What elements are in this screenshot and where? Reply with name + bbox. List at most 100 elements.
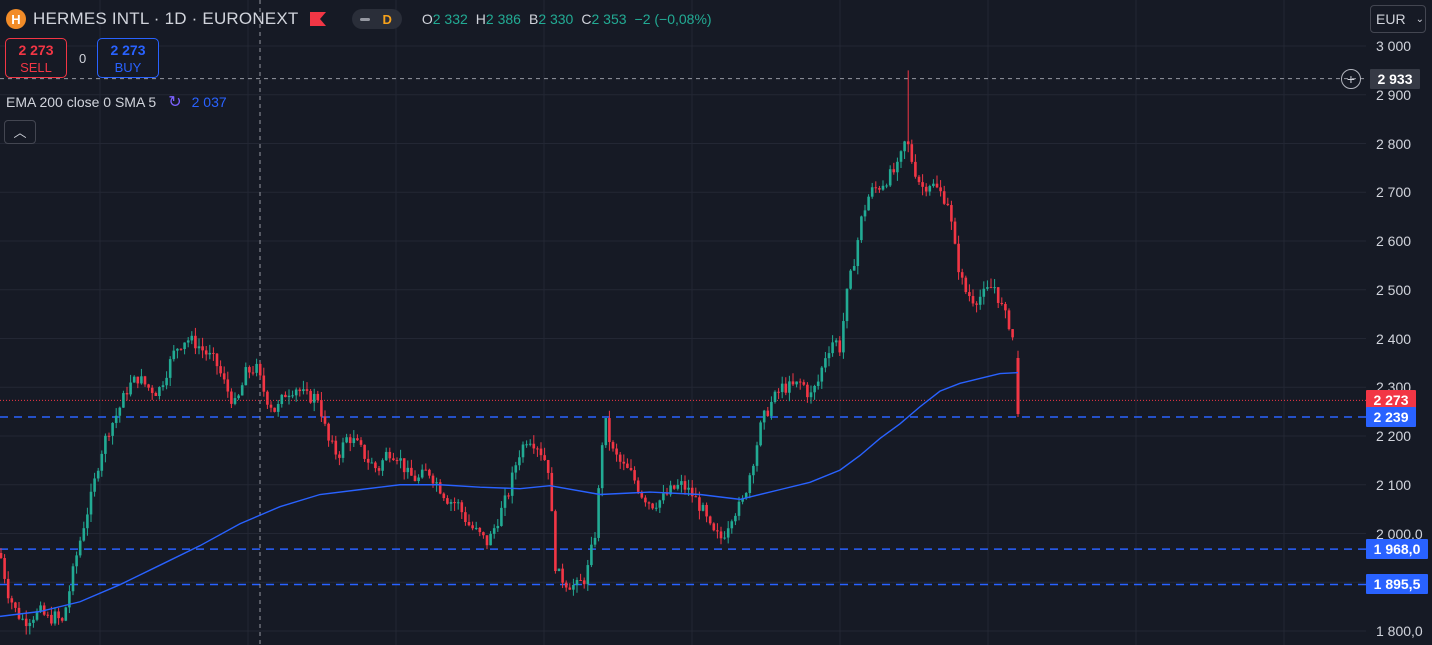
candle-body [507, 495, 510, 497]
candle-body [755, 445, 759, 466]
currency-select[interactable]: EUR ⌄ [1370, 5, 1426, 33]
buy-button[interactable]: 2 273 BUY [97, 38, 159, 78]
candle-body [226, 379, 230, 392]
candle-body [363, 444, 366, 459]
candle-body [698, 497, 701, 511]
hline-price-tag: 2 239 [1366, 406, 1416, 427]
candle-body [482, 532, 485, 536]
candle-body [197, 346, 201, 349]
candle-body [618, 454, 622, 462]
candle-body [964, 277, 968, 293]
candle-body [32, 619, 35, 623]
price-axis-label: 2 800 [1376, 135, 1412, 152]
candle-body [14, 602, 17, 608]
candle-body [471, 525, 474, 529]
candle-body [744, 493, 748, 499]
candle-body [82, 528, 86, 541]
candle-body [860, 216, 863, 241]
price-axis-label: 2 400 [1376, 330, 1412, 347]
candle-body [748, 475, 752, 494]
candle-body [17, 607, 21, 619]
candle-body [143, 376, 147, 385]
add-plus-icon[interactable]: + [1341, 68, 1361, 89]
candle-body [442, 493, 446, 499]
candle-body [921, 182, 924, 187]
candle-body [978, 296, 982, 305]
candle-body [924, 186, 928, 192]
candle-body [399, 458, 402, 461]
indicator-label: EMA 200 close 0 SMA 5 [6, 94, 157, 110]
candle-body [57, 611, 60, 619]
candle-body [1011, 329, 1014, 338]
candle-body [777, 391, 780, 393]
candle-body [323, 416, 327, 424]
candle-body [492, 528, 496, 534]
candle-body [1000, 302, 1004, 305]
sell-button[interactable]: 2 273 SELL [5, 38, 67, 78]
candle-body [806, 384, 809, 398]
candle-body [212, 352, 215, 354]
candle-body [46, 614, 50, 616]
candle-body [122, 393, 125, 408]
candle-body [986, 287, 989, 289]
candle-body [248, 367, 251, 373]
candle-body [453, 502, 456, 504]
candle-body [244, 367, 248, 386]
candle-body [536, 448, 539, 450]
candle-body [424, 469, 428, 471]
candle-body [129, 382, 132, 395]
candle-body [168, 359, 172, 378]
open-value: 2 332 [432, 11, 468, 27]
candle-body [1007, 310, 1011, 330]
candle-body [107, 435, 111, 437]
price-axis-label: 1 800,0 [1376, 623, 1423, 639]
candle-body [240, 385, 244, 396]
buy-price: 2 273 [110, 42, 146, 58]
candle-body [564, 582, 568, 588]
candle-body [24, 618, 28, 627]
candle-body [503, 495, 507, 508]
candle-body [845, 288, 849, 322]
crosshair-price-tag: 2 933 [1370, 68, 1420, 89]
candle-body [237, 395, 240, 399]
candle-body [75, 555, 78, 567]
candle-body [690, 487, 694, 497]
price-axis-label: 2 700 [1376, 184, 1412, 201]
price-axis-label: 2 600 [1376, 233, 1412, 249]
ohlc-values: O2 332 H2 386 B2 330 C2 353 −2 (−0,08%) [421, 11, 712, 27]
candle-body [626, 463, 629, 468]
candle-body [140, 376, 143, 384]
candle-body [28, 622, 32, 627]
candle-body [672, 485, 676, 489]
candle-body [258, 363, 262, 376]
candle-body [590, 544, 593, 566]
candle-body [903, 141, 906, 152]
candle-body [899, 151, 903, 162]
symbol-title[interactable]: HERMES INTL · 1D · EURONEXT [33, 9, 299, 28]
price-axis-label: 2 500 [1376, 281, 1412, 298]
flag-icon[interactable] [310, 12, 327, 26]
chart-header: H HERMES INTL · 1D · EURONEXT D O2 332 H… [6, 8, 712, 30]
candle-body [705, 504, 708, 517]
candle-body [939, 187, 942, 192]
candle-body [604, 418, 608, 446]
candle-body [791, 381, 795, 385]
candle-body [820, 367, 824, 382]
sell-label: SELL [20, 60, 52, 75]
collapse-legend-button[interactable]: ︿ [4, 120, 36, 144]
candle-body [316, 393, 320, 401]
candle-body [464, 512, 467, 523]
candle-body [420, 469, 424, 478]
candle-body [449, 502, 453, 504]
candle-body [104, 435, 107, 454]
candle-body [910, 144, 914, 162]
candle-body [953, 221, 957, 244]
chevron-up-icon: ︿ [13, 125, 27, 140]
candle-body [723, 537, 726, 539]
indicator-legend[interactable]: EMA 200 close 0 SMA 5 ↻ 2 037 [6, 92, 227, 112]
candle-body [291, 395, 294, 397]
timeframe-pill[interactable]: D [352, 9, 402, 29]
candle-body [172, 350, 176, 360]
candle-body [352, 438, 356, 444]
